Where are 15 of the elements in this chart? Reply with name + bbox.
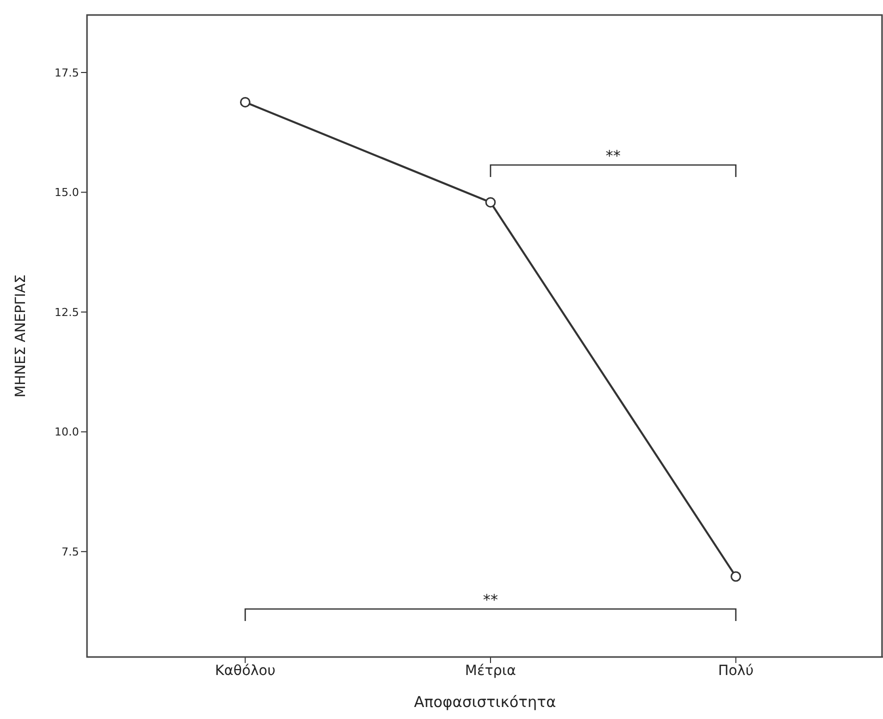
point [485,197,496,208]
annotation: ** [606,147,622,165]
y-tick-label: 12.5 [54,306,79,319]
x-tick-label: Πολύ [718,662,754,679]
x-axis-title: Αποφασιστικότητα [414,693,556,711]
y-tick-label: 7.5 [62,546,79,558]
point [730,571,742,582]
y-axis-title: ΜΗΝΕΣ ΑΝΕΡΓΙΑΣ [12,274,29,398]
annotation: ** [483,591,499,609]
x-tick-label: Μέτρια [465,662,516,679]
y-tick-label: 15.0 [54,186,79,200]
x-tick-label: Καθόλου [214,662,276,679]
point [240,96,250,108]
y-tick-label: 10.0 [54,426,79,439]
y-tick-label: 17.5 [54,66,79,80]
